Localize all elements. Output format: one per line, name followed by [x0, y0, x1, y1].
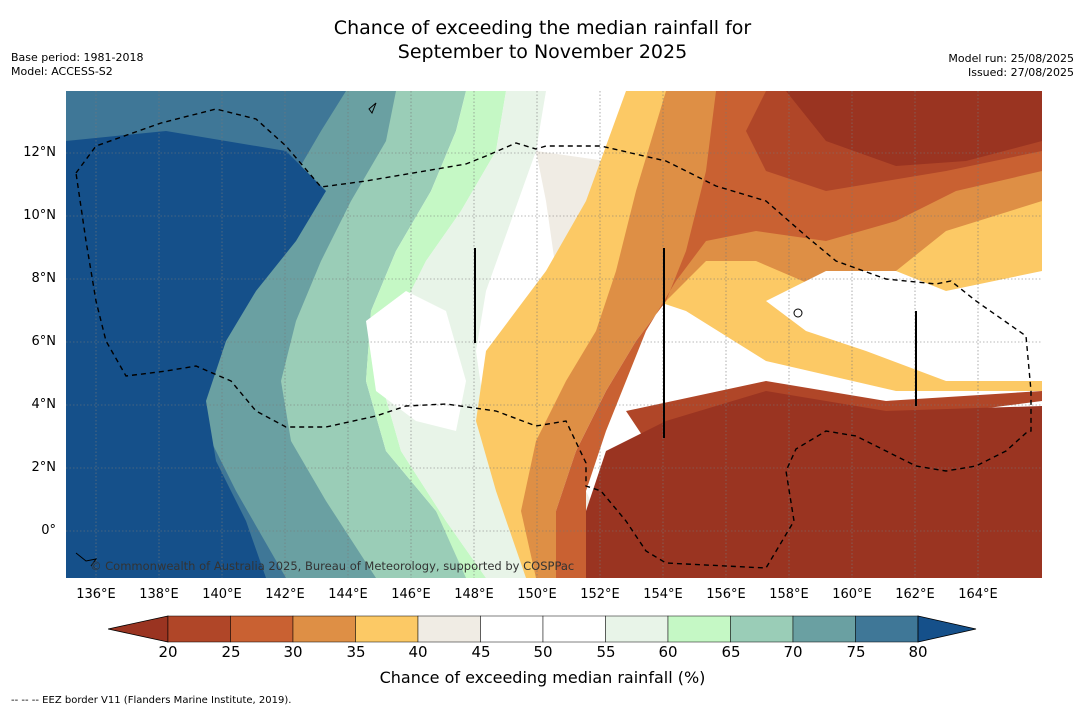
lon-label-136e: 136°E — [76, 587, 116, 602]
lon-label-150e: 150°E — [517, 587, 557, 602]
lon-label-148e: 148°E — [454, 587, 494, 602]
lon-label-160e: 160°E — [832, 587, 872, 602]
colorbar-cell-50 — [542, 615, 606, 643]
eez-border-west — [75, 108, 1032, 569]
lon-label-156e: 156°E — [706, 587, 746, 602]
colorbar-tick-20: 20 — [158, 643, 178, 661]
colorbar-tick-80: 80 — [908, 643, 928, 661]
map-title: Chance of exceeding the median rainfall … — [0, 16, 1085, 64]
colorbar-tick-55: 55 — [596, 643, 616, 661]
lat-label-2n: 2°N — [31, 460, 57, 475]
colorbar-cell-25 — [230, 615, 294, 643]
issued-date: Issued: 27/08/2025 — [967, 66, 1074, 79]
colorbar-extend-high — [917, 615, 977, 643]
colorbar-tick-65: 65 — [721, 643, 741, 661]
colorbar-cell-40 — [417, 615, 481, 643]
eez-legend-footer: -- -- -- EEZ border V11 (Flanders Marine… — [11, 695, 292, 706]
graticule — [66, 91, 1042, 578]
island-pohnpei — [793, 308, 803, 318]
band-60-65 — [366, 91, 506, 578]
colorbar-cell-55 — [605, 615, 669, 643]
colorbar-label: Chance of exceeding median rainfall (%) — [379, 668, 706, 687]
lon-label-140e: 140°E — [202, 587, 242, 602]
meta-right: Model run: 25/08/2025 Issued: 27/08/2025 — [948, 52, 1074, 80]
band-55-60 — [381, 91, 546, 578]
lon-label-142e: 142°E — [265, 587, 305, 602]
colorbar-cell-20 — [167, 615, 231, 643]
lon-label-158e: 158°E — [769, 587, 809, 602]
colorbar-cell-30 — [292, 615, 356, 643]
lon-label-152e: 152°E — [580, 587, 620, 602]
colorbar-cell-70 — [792, 615, 856, 643]
title-line-2: September to November 2025 — [397, 41, 688, 63]
colorbar-cell-45 — [480, 615, 544, 643]
islands — [75, 102, 803, 567]
lat-label-4n: 4°N — [31, 397, 57, 412]
colorbar-tick-35: 35 — [346, 643, 366, 661]
model-name: Model: ACCESS-S2 — [11, 65, 113, 78]
lon-label-138e: 138°E — [139, 587, 179, 602]
colorbar-cell-60 — [667, 615, 731, 643]
lat-label-10n: 10°N — [23, 208, 56, 223]
colorbar-cell-65 — [730, 615, 794, 643]
lon-label-162e: 162°E — [895, 587, 935, 602]
colorbar-cell-75 — [855, 615, 919, 643]
copyright: © Commonwealth of Australia 2025, Bureau… — [90, 559, 574, 573]
lat-label-8n: 8°N — [31, 271, 57, 286]
band-45-55-east — [766, 271, 1042, 381]
lat-label-0: 0° — [41, 523, 56, 538]
colorbar-cell-35 — [355, 615, 419, 643]
band-above-80 — [66, 131, 326, 578]
colorbar-tick-40: 40 — [408, 643, 428, 661]
island-nw — [75, 552, 98, 567]
lon-label-154e: 154°E — [643, 587, 683, 602]
lon-label-164e: 164°E — [958, 587, 998, 602]
colorbar-tick-50: 50 — [533, 643, 553, 661]
base-period: Base period: 1981-2018 — [11, 51, 144, 64]
meta-left: Base period: 1981-2018 Model: ACCESS-S2 — [11, 51, 143, 79]
lon-label-144e: 144°E — [328, 587, 368, 602]
band-below-20 — [586, 91, 1042, 578]
colorbar-tick-45: 45 — [471, 643, 491, 661]
colorbar-tick-60: 60 — [658, 643, 678, 661]
meridian-markers — [474, 248, 917, 438]
colorbar-tick-70: 70 — [783, 643, 803, 661]
island-palau — [368, 102, 377, 115]
model-run: Model run: 25/08/2025 — [948, 52, 1074, 65]
colorbar-tick-25: 25 — [221, 643, 241, 661]
colorbar-tick-30: 30 — [283, 643, 303, 661]
lon-label-146e: 146°E — [391, 587, 431, 602]
title-line-1: Chance of exceeding the median rainfall … — [333, 17, 752, 39]
lat-label-6n: 6°N — [31, 334, 57, 349]
colorbar-tick-75: 75 — [846, 643, 866, 661]
colorbar — [108, 615, 977, 643]
rainfall-map: © Commonwealth of Australia 2025, Bureau… — [66, 91, 1042, 578]
band-45-55-center — [366, 291, 466, 431]
colorbar-extend-low — [108, 615, 169, 643]
lat-label-12n: 12°N — [23, 145, 56, 160]
